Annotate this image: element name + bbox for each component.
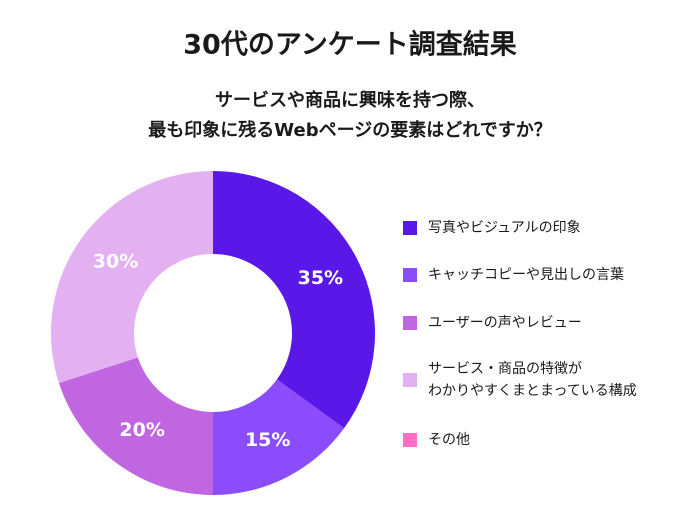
chart-title: 30代のアンケート調査結果 bbox=[183, 29, 517, 61]
chart-subtitle: サービスや商品に興味を持つ際、 bbox=[215, 89, 485, 111]
legend-swatch bbox=[403, 221, 417, 235]
legend-label: その他 bbox=[428, 432, 470, 448]
legend-swatch bbox=[403, 433, 417, 447]
value-label: 35% bbox=[298, 267, 343, 289]
legend-label: ユーザーの声やレビュー bbox=[428, 315, 582, 331]
chart-subtitle: 最も印象に残るWebページの要素はどれですか？ bbox=[148, 119, 551, 141]
value-label: 20% bbox=[119, 419, 164, 441]
slice bbox=[213, 379, 345, 495]
legend-label: キャッチコピーや見出しの言葉 bbox=[428, 267, 624, 283]
legend-swatch bbox=[403, 373, 417, 387]
legend-label: サービス・商品の特徴がわかりやすくまとまっている構成 bbox=[428, 361, 637, 399]
value-label: 30% bbox=[93, 251, 138, 273]
slice bbox=[50, 171, 214, 384]
slice bbox=[58, 357, 213, 495]
legend-label: 写真やビジュアルの印象 bbox=[428, 220, 581, 236]
value-label: 15% bbox=[245, 429, 290, 451]
slice bbox=[213, 171, 375, 429]
legend-swatch bbox=[403, 316, 417, 330]
legend-swatch bbox=[403, 268, 417, 282]
